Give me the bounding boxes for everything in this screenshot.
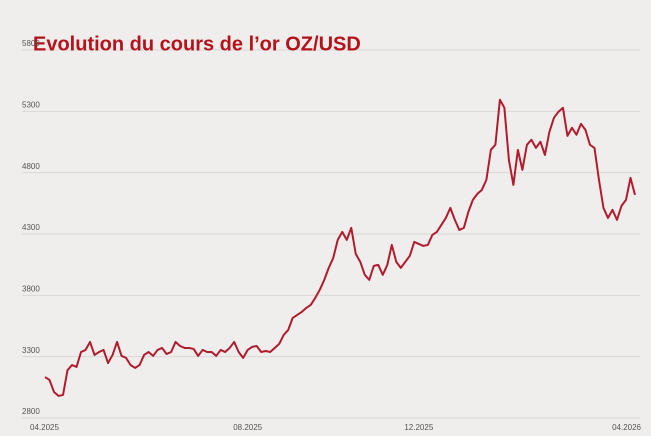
y-tick-label: 5300 bbox=[22, 100, 40, 109]
y-tick-label: 4300 bbox=[22, 223, 40, 232]
x-tick-label: 12.2025 bbox=[404, 423, 433, 432]
y-tick-label: 3300 bbox=[22, 346, 40, 355]
price-line bbox=[44, 98, 636, 397]
x-tick-label: 04.2025 bbox=[30, 423, 59, 432]
x-tick-label: 08.2025 bbox=[233, 423, 262, 432]
y-tick-label: 3800 bbox=[22, 284, 40, 293]
x-tick-label: 04.2026 bbox=[612, 423, 641, 432]
chart-title: Evolution du cours de l’or OZ/USD bbox=[33, 33, 361, 55]
y-tick-label: 4800 bbox=[22, 162, 40, 171]
y-tick-label: 5800 bbox=[22, 39, 40, 48]
y-tick-label: 2800 bbox=[22, 407, 40, 416]
